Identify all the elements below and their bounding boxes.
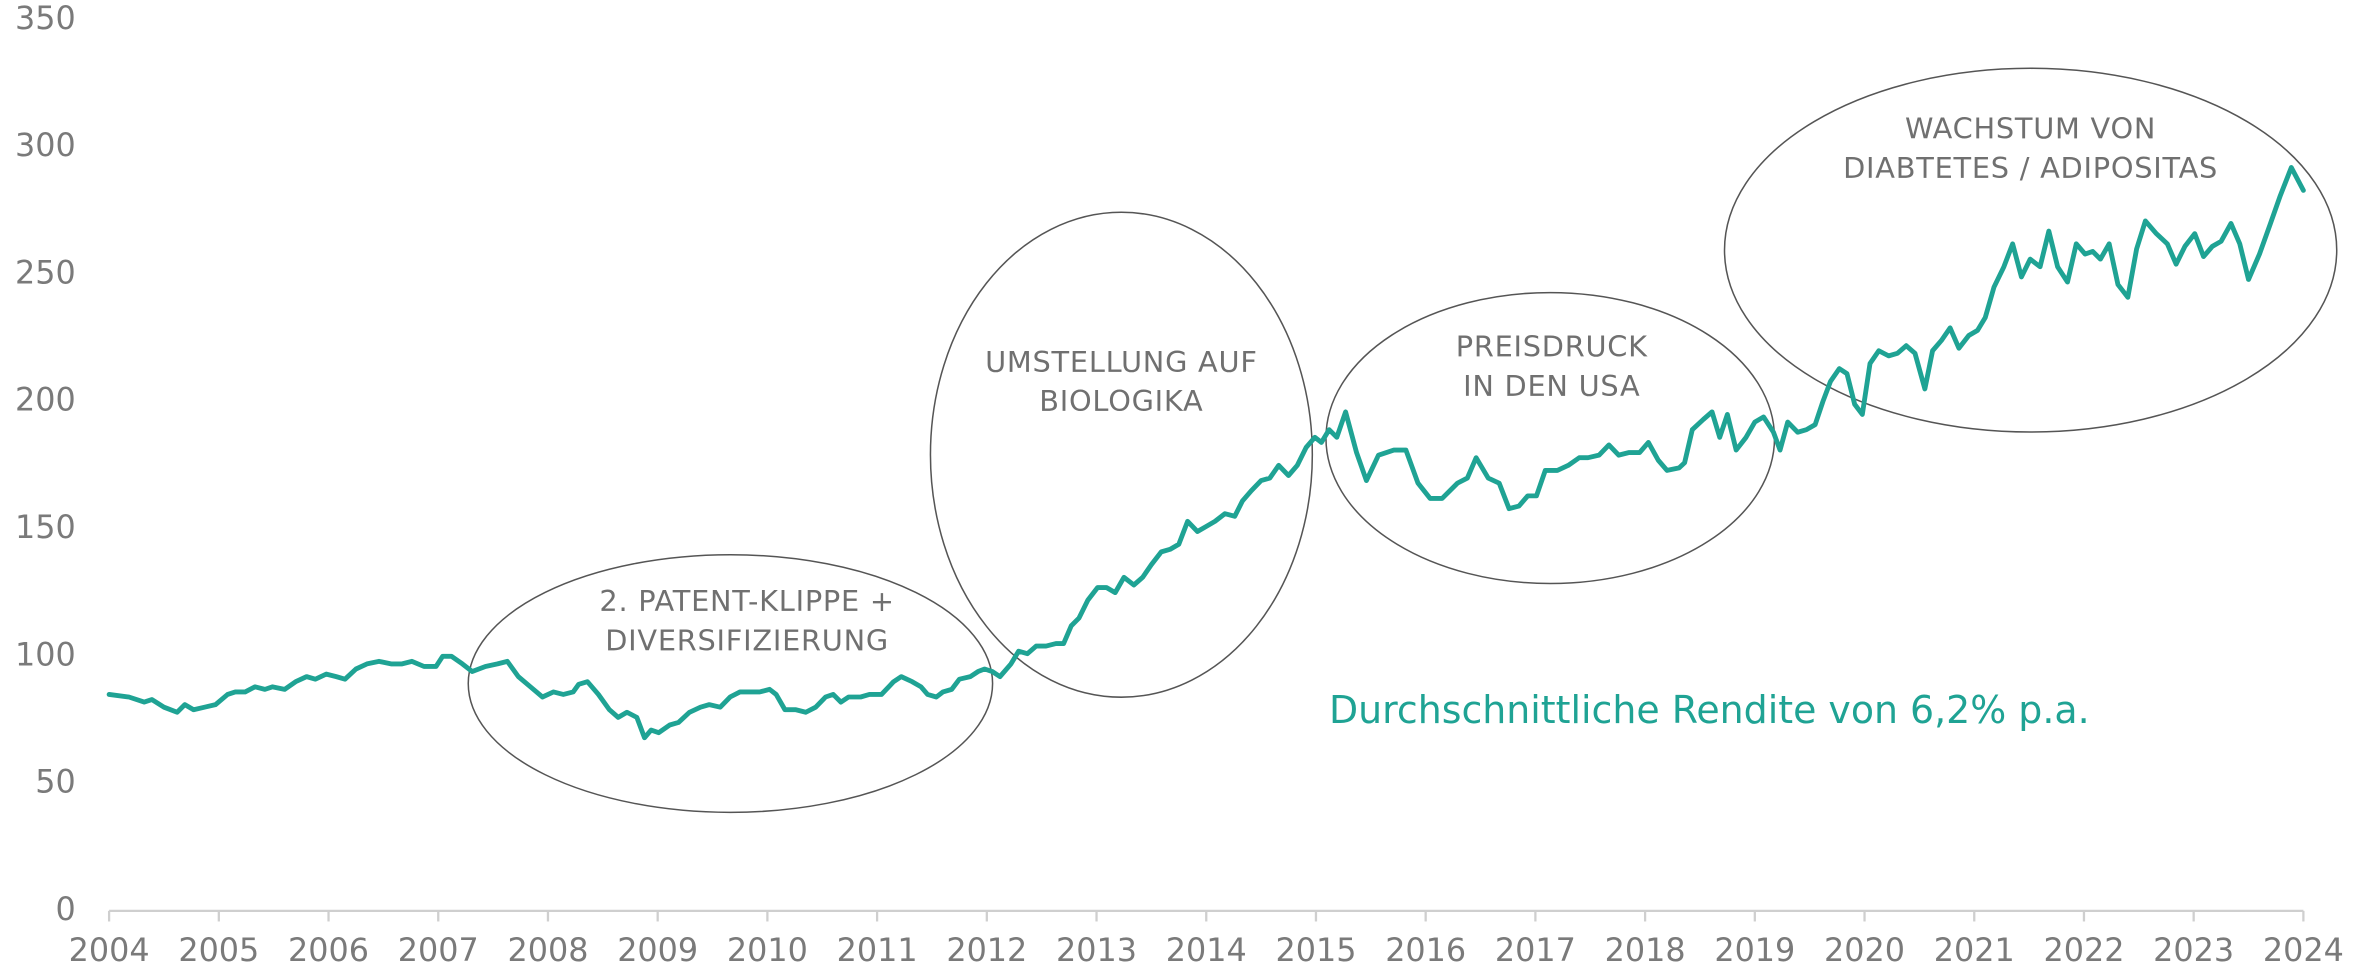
y-tick-label: 350 bbox=[15, 0, 76, 37]
y-tick-label: 0 bbox=[56, 890, 76, 928]
annotation-ellipse bbox=[467, 553, 994, 814]
annotation-ellipse bbox=[929, 211, 1314, 698]
y-tick-label: 300 bbox=[15, 126, 76, 164]
x-tick-label: 2014 bbox=[1166, 931, 1247, 964]
x-tick-label: 2022 bbox=[2043, 931, 2124, 964]
y-tick-label: 100 bbox=[15, 635, 76, 673]
x-tick-label: 2019 bbox=[1714, 931, 1795, 964]
x-tick-label: 2020 bbox=[1824, 931, 1905, 964]
annotation-text: DIABTETES / ADIPOSITAS bbox=[1843, 151, 2218, 185]
x-tick-label: 2005 bbox=[178, 931, 259, 964]
return-note: Durchschnittliche Rendite von 6,2% p.a. bbox=[1329, 688, 2090, 732]
y-tick-label: 50 bbox=[35, 763, 75, 801]
x-tick-label: 2011 bbox=[837, 931, 918, 964]
annotation-ellipse bbox=[1723, 67, 2338, 433]
annotation-text: DIVERSIFIZIERUNG bbox=[605, 624, 889, 658]
x-tick-label: 2018 bbox=[1605, 931, 1686, 964]
x-tick-label: 2010 bbox=[727, 931, 808, 964]
y-tick-label: 200 bbox=[15, 381, 76, 419]
x-tick-label: 2007 bbox=[398, 931, 479, 964]
annotation-text: PREISDRUCK bbox=[1456, 330, 1648, 364]
x-tick-label: 2016 bbox=[1385, 931, 1466, 964]
x-tick-label: 2004 bbox=[69, 931, 150, 964]
x-tick-label: 2023 bbox=[2153, 931, 2234, 964]
annotation-text: 2. PATENT-KLIPPE + bbox=[599, 584, 894, 618]
annotation-text: WACHSTUM VON bbox=[1905, 111, 2156, 145]
x-tick-label: 2008 bbox=[507, 931, 588, 964]
price-line bbox=[106, 165, 2306, 741]
annotation-text: IN DEN USA bbox=[1463, 369, 1640, 403]
x-tick-label: 2024 bbox=[2263, 931, 2344, 964]
x-tick-label: 2012 bbox=[946, 931, 1027, 964]
y-tick-label: 150 bbox=[15, 508, 76, 546]
annotation-text: BIOLOGIKA bbox=[1039, 384, 1203, 418]
x-tick-label: 2021 bbox=[1934, 931, 2015, 964]
x-tick-label: 2013 bbox=[1056, 931, 1137, 964]
annotation-text: UMSTELLUNG AUF bbox=[985, 345, 1258, 379]
x-tick-label: 2006 bbox=[288, 931, 369, 964]
y-tick-label: 250 bbox=[15, 253, 76, 291]
x-tick-label: 2009 bbox=[617, 931, 698, 964]
x-tick-label: 2015 bbox=[1275, 931, 1356, 964]
x-tick-label: 2017 bbox=[1495, 931, 1576, 964]
